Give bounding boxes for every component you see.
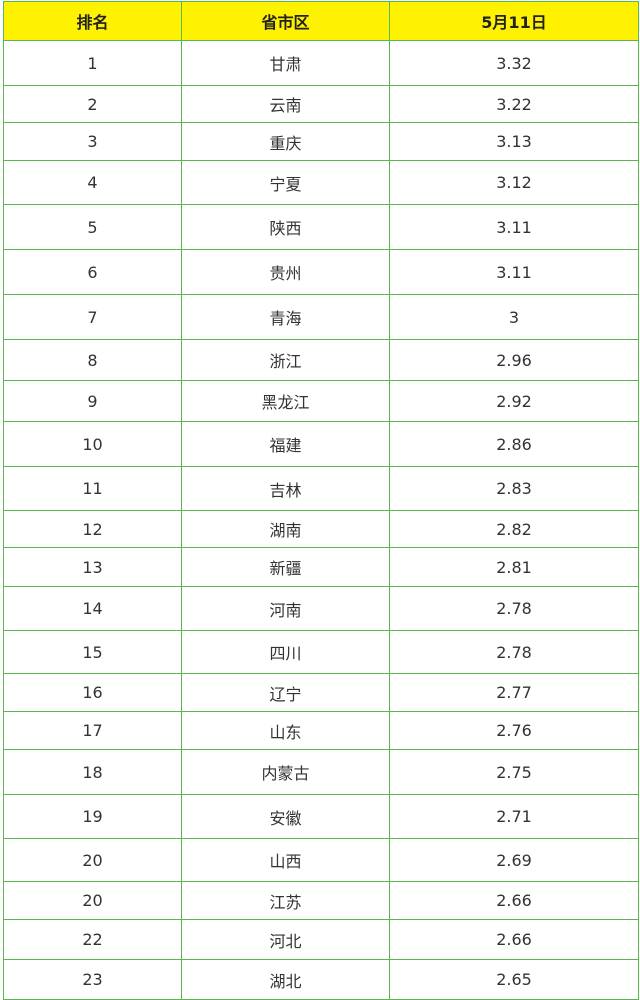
value-cell: 3.22 — [389, 85, 639, 123]
value-cell: 2.92 — [389, 380, 639, 422]
table-row: 17 山东 2.76 — [3, 711, 639, 750]
table-row: 18 内蒙古 2.75 — [3, 749, 639, 795]
rank-cell: 11 — [3, 466, 182, 511]
region-cell: 江苏 — [181, 881, 390, 920]
region-cell: 河北 — [181, 919, 390, 960]
rank-cell: 7 — [3, 294, 182, 340]
value-cell: 2.96 — [389, 339, 639, 381]
region-cell: 四川 — [181, 630, 390, 674]
value-cell: 2.65 — [389, 959, 639, 1000]
table-row: 11 吉林 2.83 — [3, 466, 639, 511]
rank-cell: 6 — [3, 249, 182, 295]
rank-cell: 16 — [3, 673, 182, 712]
region-cell: 吉林 — [181, 466, 390, 511]
region-cell: 湖南 — [181, 510, 390, 548]
rank-cell: 17 — [3, 711, 182, 750]
table-row: 20 山西 2.69 — [3, 838, 639, 882]
region-cell: 内蒙古 — [181, 749, 390, 795]
rank-cell: 9 — [3, 380, 182, 422]
rank-cell: 10 — [3, 421, 182, 467]
rank-cell: 3 — [3, 122, 182, 161]
table-row: 10 福建 2.86 — [3, 421, 639, 467]
value-cell: 2.66 — [389, 881, 639, 920]
ranking-table: 排名 省市区 5月11日 1 甘肃 3.32 2 云南 3.22 3 重庆 3.13 4 宁夏 3.1… — [3, 1, 639, 1000]
region-cell: 山东 — [181, 711, 390, 750]
value-cell: 2.77 — [389, 673, 639, 712]
value-cell: 2.86 — [389, 421, 639, 467]
rank-cell: 4 — [3, 160, 182, 205]
value-cell: 2.69 — [389, 838, 639, 882]
table-row: 7 青海 3 — [3, 294, 639, 340]
region-cell: 湖北 — [181, 959, 390, 1000]
region-cell: 山西 — [181, 838, 390, 882]
value-cell: 2.75 — [389, 749, 639, 795]
region-cell: 新疆 — [181, 547, 390, 587]
rank-cell: 18 — [3, 749, 182, 795]
rank-cell: 2 — [3, 85, 182, 123]
region-cell: 陕西 — [181, 204, 390, 250]
header-region: 省市区 — [181, 1, 390, 41]
table-row: 1 甘肃 3.32 — [3, 40, 639, 86]
region-cell: 甘肃 — [181, 40, 390, 86]
value-cell: 3.11 — [389, 204, 639, 250]
table-row: 15 四川 2.78 — [3, 630, 639, 674]
value-cell: 2.83 — [389, 466, 639, 511]
region-cell: 黑龙江 — [181, 380, 390, 422]
value-cell: 3.32 — [389, 40, 639, 86]
region-cell: 云南 — [181, 85, 390, 123]
table-row: 2 云南 3.22 — [3, 85, 639, 123]
table-row: 9 黑龙江 2.92 — [3, 380, 639, 422]
table-row: 14 河南 2.78 — [3, 586, 639, 631]
table-row: 3 重庆 3.13 — [3, 122, 639, 161]
table-row: 23 湖北 2.65 — [3, 959, 639, 1000]
region-cell: 贵州 — [181, 249, 390, 295]
rank-cell: 13 — [3, 547, 182, 587]
header-rank: 排名 — [3, 1, 182, 41]
region-cell: 河南 — [181, 586, 390, 631]
value-cell: 3.11 — [389, 249, 639, 295]
value-cell: 2.71 — [389, 794, 639, 839]
rank-cell: 1 — [3, 40, 182, 86]
value-cell: 2.76 — [389, 711, 639, 750]
region-cell: 青海 — [181, 294, 390, 340]
rank-cell: 23 — [3, 959, 182, 1000]
region-cell: 宁夏 — [181, 160, 390, 205]
table-row: 5 陕西 3.11 — [3, 204, 639, 250]
region-cell: 福建 — [181, 421, 390, 467]
region-cell: 安徽 — [181, 794, 390, 839]
header-row: 排名 省市区 5月11日 — [3, 1, 639, 41]
table-row: 4 宁夏 3.12 — [3, 160, 639, 205]
region-cell: 重庆 — [181, 122, 390, 161]
value-cell: 2.66 — [389, 919, 639, 960]
rank-cell: 14 — [3, 586, 182, 631]
table-row: 19 安徽 2.71 — [3, 794, 639, 839]
table-row: 16 辽宁 2.77 — [3, 673, 639, 712]
value-cell: 3.12 — [389, 160, 639, 205]
rank-cell: 19 — [3, 794, 182, 839]
rank-cell: 8 — [3, 339, 182, 381]
table-row: 8 浙江 2.96 — [3, 339, 639, 381]
table-row: 20 江苏 2.66 — [3, 881, 639, 920]
value-cell: 3.13 — [389, 122, 639, 161]
table-row: 6 贵州 3.11 — [3, 249, 639, 295]
value-cell: 2.82 — [389, 510, 639, 548]
rank-cell: 22 — [3, 919, 182, 960]
rank-cell: 15 — [3, 630, 182, 674]
rank-cell: 12 — [3, 510, 182, 548]
table-row: 12 湖南 2.82 — [3, 510, 639, 548]
header-date: 5月11日 — [389, 1, 639, 41]
value-cell: 3 — [389, 294, 639, 340]
value-cell: 2.78 — [389, 586, 639, 631]
table-row: 13 新疆 2.81 — [3, 547, 639, 587]
table-row: 22 河北 2.66 — [3, 919, 639, 960]
value-cell: 2.78 — [389, 630, 639, 674]
rank-cell: 5 — [3, 204, 182, 250]
rank-cell: 20 — [3, 881, 182, 920]
rank-cell: 20 — [3, 838, 182, 882]
region-cell: 浙江 — [181, 339, 390, 381]
value-cell: 2.81 — [389, 547, 639, 587]
region-cell: 辽宁 — [181, 673, 390, 712]
